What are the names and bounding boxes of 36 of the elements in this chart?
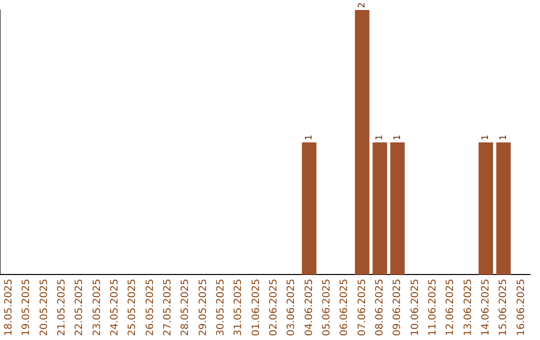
- x-tick-label: 11.06.2025: [427, 278, 438, 336]
- x-tick-label: 30.05.2025: [215, 278, 226, 336]
- x-tick-label: 31.05.2025: [233, 278, 244, 336]
- x-tick-label: 13.06.2025: [462, 278, 474, 336]
- data-label: 1: [481, 134, 492, 140]
- x-tick-label: 12.06.2025: [445, 278, 456, 336]
- x-tick-label: 04.06.2025: [304, 278, 315, 336]
- x-tick-label: 21.05.2025: [56, 278, 68, 336]
- data-label: 1: [392, 134, 403, 140]
- x-tick-label: 15.06.2025: [498, 278, 510, 336]
- x-tick-label: 29.05.2025: [198, 278, 209, 336]
- x-tick-label: 28.05.2025: [180, 278, 192, 336]
- data-label: 1: [375, 134, 386, 140]
- x-tick-label: 02.06.2025: [268, 278, 280, 336]
- x-tick-label: 18.05.2025: [3, 278, 14, 336]
- data-label: 1: [498, 134, 509, 140]
- x-tick-label: 05.06.2025: [321, 278, 332, 336]
- x-tick-label: 10.06.2025: [410, 278, 421, 336]
- x-tick-label: 01.06.2025: [250, 278, 262, 336]
- x-tick-label: 19.05.2025: [21, 278, 32, 336]
- x-tick-label: 26.05.2025: [144, 278, 156, 336]
- x-tick-label: 16.06.2025: [516, 278, 527, 336]
- x-tick-label: 20.05.2025: [38, 278, 50, 336]
- x-tick-label: 22.05.2025: [74, 278, 86, 336]
- x-tick-label: 07.06.2025: [356, 278, 368, 336]
- data-label: 2: [358, 2, 368, 8]
- x-tick-label: 24.05.2025: [109, 278, 120, 336]
- x-tick-label: 08.06.2025: [374, 278, 386, 336]
- x-tick-label: 09.06.2025: [392, 278, 404, 336]
- x-tick-label: 06.06.2025: [339, 278, 350, 336]
- x-tick-label: 23.05.2025: [92, 278, 103, 336]
- x-tick-label: 03.06.2025: [286, 278, 298, 336]
- data-label: 1: [304, 134, 315, 140]
- x-tick-label: 14.06.2025: [480, 278, 492, 336]
- x-tick-label: 25.05.2025: [127, 278, 138, 336]
- x-tick-label: 27.05.2025: [162, 278, 174, 336]
